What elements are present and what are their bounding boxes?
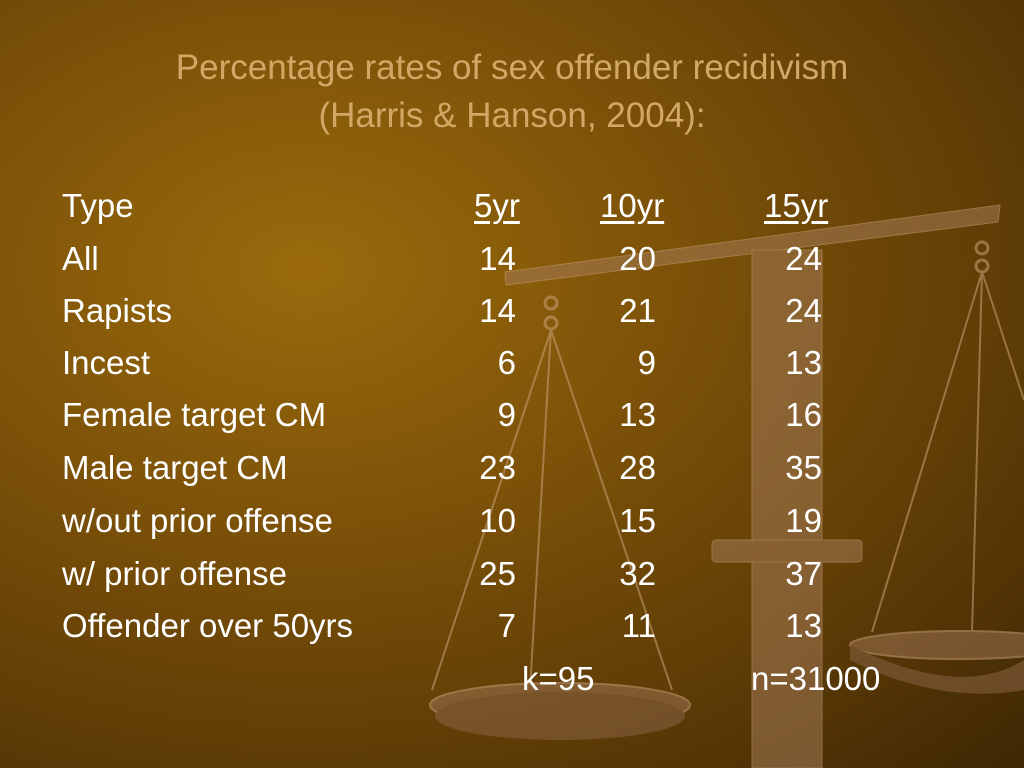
row-10yr: 11 <box>621 607 656 644</box>
slide-title: Percentage rates of sex offender recidiv… <box>0 44 1024 140</box>
row-5yr: 14 <box>479 292 516 329</box>
row-5yr: 9 <box>497 396 516 433</box>
row-type: Female target CM <box>62 396 327 433</box>
table-row: Rapists 14 21 24 <box>0 291 1024 331</box>
row-5yr: 7 <box>497 607 516 644</box>
sample-size-note: n=31000 <box>751 660 881 697</box>
header-15yr: 15yr <box>764 187 829 224</box>
table-row: Offender over 50yrs 7 11 13 <box>0 606 1024 646</box>
row-type: All <box>62 240 99 277</box>
header-type: Type <box>62 187 134 224</box>
row-10yr: 21 <box>619 292 656 329</box>
row-5yr: 23 <box>479 449 516 486</box>
row-15yr: 13 <box>785 344 822 381</box>
row-5yr: 10 <box>479 502 516 539</box>
header-5yr: 5yr <box>474 187 520 224</box>
table-row: w/ prior offense 25 32 37 <box>0 554 1024 594</box>
row-15yr: 24 <box>785 240 822 277</box>
row-type: w/out prior offense <box>62 502 333 539</box>
table-header-row: Type 5yr 10yr 15yr <box>0 186 1024 226</box>
study-count-note: k=95 <box>522 660 595 697</box>
row-15yr: 35 <box>785 449 822 486</box>
row-15yr: 13 <box>785 607 822 644</box>
table-row: Female target CM 9 13 16 <box>0 395 1024 435</box>
row-15yr: 24 <box>785 292 822 329</box>
table-row: All 14 20 24 <box>0 239 1024 279</box>
table-row: Male target CM 23 28 35 <box>0 448 1024 488</box>
row-5yr: 14 <box>479 240 516 277</box>
row-15yr: 16 <box>785 396 822 433</box>
row-10yr: 13 <box>619 396 656 433</box>
row-type: w/ prior offense <box>62 555 288 592</box>
title-line-1: Percentage rates of sex offender recidiv… <box>175 48 849 87</box>
row-10yr: 20 <box>619 240 656 277</box>
row-15yr: 37 <box>785 555 822 592</box>
row-type: Rapists <box>62 292 173 329</box>
header-10yr: 10yr <box>600 187 665 224</box>
table-row: Incest 6 9 13 <box>0 343 1024 383</box>
row-5yr: 25 <box>479 555 516 592</box>
row-10yr: 9 <box>637 344 656 381</box>
row-15yr: 19 <box>785 502 822 539</box>
row-10yr: 32 <box>619 555 656 592</box>
row-type: Incest <box>62 344 151 381</box>
row-type: Male target CM <box>62 449 288 486</box>
row-10yr: 28 <box>619 449 656 486</box>
row-10yr: 15 <box>619 502 656 539</box>
table-footer-row: k=95 n=31000 <box>0 659 1024 699</box>
table-row: w/out prior offense 10 15 19 <box>0 501 1024 541</box>
row-5yr: 6 <box>497 344 516 381</box>
title-line-2: (Harris & Hanson, 2004): <box>318 96 706 135</box>
row-type: Offender over 50yrs <box>62 607 354 644</box>
